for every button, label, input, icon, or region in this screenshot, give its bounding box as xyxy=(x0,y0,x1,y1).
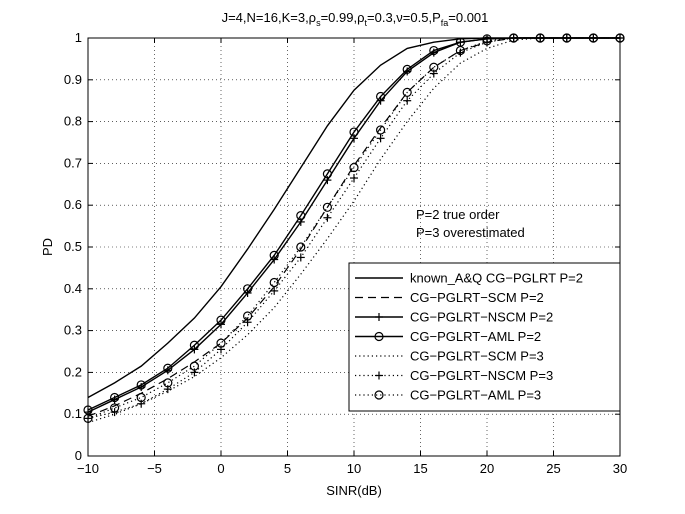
series-2 xyxy=(87,37,620,417)
axis-ticks: −10 −5 0 5 10 15 20 25 30 0 0.1 0.2 0.3 0.4 0.5 0.6 0.7 0… xyxy=(64,30,627,476)
circle-marker xyxy=(163,378,173,388)
series-line xyxy=(87,37,620,417)
title-sub3: fa xyxy=(441,18,449,28)
y-tick-label: 0.4 xyxy=(64,281,82,296)
x-tick-label: −5 xyxy=(147,461,162,476)
legend-entry: CG−PGLRT−AML P=3 xyxy=(410,388,541,403)
legend-entry: CG−PGLRT−NSCM P=2 xyxy=(410,310,553,325)
circle-marker xyxy=(109,392,120,403)
title-sub1: s xyxy=(316,18,321,28)
circle-marker xyxy=(243,311,253,321)
annotation-overestimated: P=3 overestimated xyxy=(416,225,525,240)
circle-marker xyxy=(374,390,384,400)
title-prefix: J=4,N=16,K=3,ρ xyxy=(222,10,317,25)
circle-marker xyxy=(376,125,386,135)
y-tick-label: 0.1 xyxy=(64,406,82,421)
circle-marker xyxy=(109,403,120,413)
y-tick-label: 0.8 xyxy=(64,114,82,129)
circle-marker xyxy=(296,211,306,221)
title-mid2: =0.3,ν=0.5,P xyxy=(367,10,441,25)
x-axis-label: SINR(dB) xyxy=(326,483,382,498)
circle-marker xyxy=(429,45,439,56)
x-tick-label: 25 xyxy=(546,461,560,476)
x-tick-label: 20 xyxy=(480,461,494,476)
x-tick-label: 30 xyxy=(613,461,627,476)
chart-title: J=4,N=16,K=3,ρs=0.99,ρt=0.3,ν=0.5,Pfa=0.… xyxy=(222,10,489,28)
circle-marker xyxy=(216,338,226,348)
circle-marker xyxy=(136,392,146,403)
legend: known_A&Q CG−PGLRT P=2 CG−PGLRT−SCM P=2 CG… xyxy=(348,262,621,412)
y-tick-label: 0 xyxy=(75,448,82,463)
circle-marker xyxy=(402,64,412,74)
circle-marker xyxy=(322,202,332,212)
title-sub2: t xyxy=(365,18,368,28)
title-mid1: =0.99,ρ xyxy=(321,10,365,25)
x-tick-label: 5 xyxy=(284,461,291,476)
circle-marker xyxy=(482,36,492,46)
circle-marker xyxy=(189,361,199,371)
series-line xyxy=(87,37,620,419)
circle-marker xyxy=(402,87,412,97)
y-axis-label: PD xyxy=(40,238,55,256)
y-tick-label: 0.6 xyxy=(64,197,82,212)
circle-marker xyxy=(216,315,226,325)
circle-marker xyxy=(322,169,332,179)
circle-marker xyxy=(189,340,199,350)
annotation-true-order: P=2 true order xyxy=(416,207,500,222)
y-tick-label: 0.3 xyxy=(64,323,82,338)
x-tick-label: 15 xyxy=(413,461,427,476)
circle-marker xyxy=(163,363,173,373)
circle-marker xyxy=(429,62,439,72)
title-suffix: =0.001 xyxy=(448,10,488,25)
legend-entry: known_A&Q CG−PGLRT P=2 xyxy=(410,271,583,286)
circle-marker xyxy=(243,284,253,294)
circle-marker xyxy=(349,127,359,137)
circle-marker xyxy=(455,45,465,56)
circle-marker xyxy=(136,380,146,390)
circle-marker xyxy=(349,162,359,173)
y-tick-label: 0.5 xyxy=(64,239,82,254)
circle-marker xyxy=(269,277,279,288)
legend-entry: CG−PGLRT−SCM P=2 xyxy=(410,290,544,305)
y-tick-label: 0.9 xyxy=(64,72,82,87)
circle-marker xyxy=(269,250,279,260)
circle-marker xyxy=(376,91,386,102)
circle-marker xyxy=(374,331,384,342)
legend-entry: CG−PGLRT−NSCM P=3 xyxy=(410,368,553,383)
x-tick-label: 10 xyxy=(347,461,361,476)
y-tick-label: 0.2 xyxy=(64,364,82,379)
x-tick-label: 0 xyxy=(217,461,224,476)
y-tick-label: 0.7 xyxy=(64,155,82,170)
circle-marker xyxy=(296,242,306,252)
y-tick-label: 1 xyxy=(75,30,82,45)
legend-entry: CG−PGLRT−AML P=2 xyxy=(410,329,541,344)
x-tick-label: −10 xyxy=(77,461,99,476)
legend-entry: CG−PGLRT−SCM P=3 xyxy=(410,349,544,364)
